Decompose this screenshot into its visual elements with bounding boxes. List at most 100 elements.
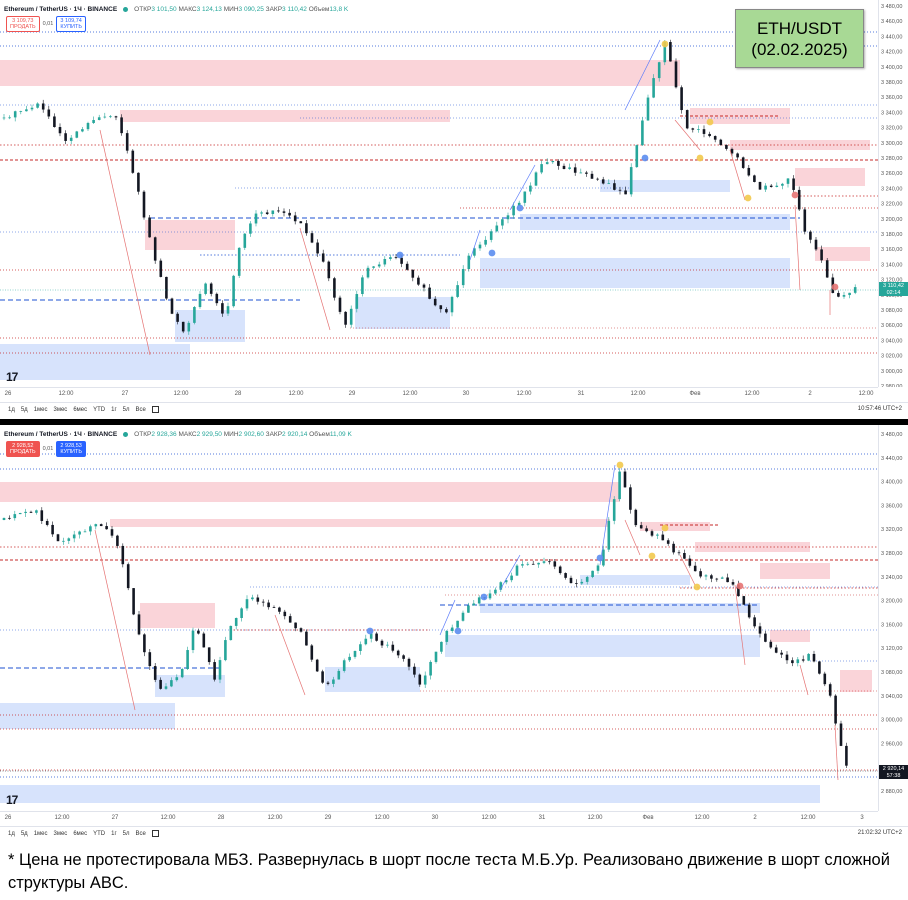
candle-bull xyxy=(512,205,515,216)
timeframe-button[interactable]: 1г xyxy=(111,406,117,413)
candle-bull xyxy=(25,109,28,112)
price-tick-label: 3 320,00 xyxy=(881,527,902,533)
candle-bull xyxy=(224,640,227,661)
candle-bear xyxy=(272,607,276,608)
structure-arrow xyxy=(794,204,801,291)
candle-bull xyxy=(353,650,357,657)
price-tick-label: 3 060,00 xyxy=(881,323,902,329)
timeframe-button[interactable]: 6мес xyxy=(73,830,88,837)
panel-divider xyxy=(0,419,908,425)
candle-bear xyxy=(691,128,695,130)
candle-bear xyxy=(375,633,378,641)
candle-bear xyxy=(439,305,443,310)
price-tick-label: 3 360,00 xyxy=(881,503,902,509)
candle-bull xyxy=(488,593,492,599)
timeframe-button[interactable]: 1д xyxy=(8,830,15,837)
timeframe-button[interactable]: 5д xyxy=(20,830,28,837)
tradingview-logo-icon[interactable]: 17 xyxy=(6,793,18,807)
structure-arrow xyxy=(624,39,661,111)
utc-clock[interactable]: 10:57:46 UTC+2 xyxy=(857,406,902,412)
structure-arrow xyxy=(439,599,456,636)
chart-panel-top[interactable]: 3 480,00 3 460,00 3 440,00 3 420,00 3 400,00… xyxy=(0,0,908,419)
candle-bear xyxy=(590,173,594,179)
candle-bull xyxy=(537,562,540,565)
point-marker xyxy=(831,283,839,291)
spread-value: 0,01 xyxy=(42,21,54,27)
candle-bear xyxy=(29,511,33,513)
price-tick-label: 3 460,00 xyxy=(881,19,902,25)
time-tick-label: 12:00 xyxy=(744,391,760,397)
time-tick-label: 12:00 xyxy=(516,391,532,397)
sell-button[interactable]: 2 928,52 ПРОДАТЬ xyxy=(6,441,40,457)
timeframe-button[interactable]: YTD xyxy=(93,406,106,413)
candle-bear xyxy=(41,103,45,110)
candle-bear xyxy=(708,133,711,137)
time-tick-label: 12:00 xyxy=(374,815,390,821)
candle-bear xyxy=(445,309,448,313)
timeframe-button[interactable]: 1мес xyxy=(33,830,48,837)
timeframe-button[interactable]: 1д xyxy=(8,406,15,413)
candle-bear xyxy=(820,249,823,261)
supply-zone xyxy=(760,563,830,579)
timeframe-button[interactable]: 3мес xyxy=(53,830,68,837)
candle-bear xyxy=(380,640,384,646)
candle-bear xyxy=(137,172,140,192)
candle-bear xyxy=(785,654,789,661)
candle-bear xyxy=(316,242,319,254)
price-tick-label: 3 120,00 xyxy=(881,278,902,284)
candle-bull xyxy=(764,185,767,190)
candle-bear xyxy=(731,582,735,585)
timeframe-button[interactable]: YTD xyxy=(93,830,106,837)
calendar-icon[interactable] xyxy=(151,406,159,413)
point-marker xyxy=(648,552,656,560)
candle-bull xyxy=(75,131,79,138)
demand-zone xyxy=(0,703,175,729)
candle-bear xyxy=(8,517,11,519)
utc-clock[interactable]: 21:02:32 UTC+2 xyxy=(857,830,902,836)
candle-bear xyxy=(719,139,723,145)
candle-bear xyxy=(575,583,578,584)
candle-bull xyxy=(62,540,65,542)
demand-zone xyxy=(0,785,820,803)
timeframe-button[interactable]: 5л xyxy=(122,406,130,413)
timeframe-button[interactable]: 1г xyxy=(111,830,117,837)
candle-bull xyxy=(36,103,39,108)
candle-bull xyxy=(18,512,22,515)
timeframe-button[interactable]: Все xyxy=(135,830,146,837)
symbol-title[interactable]: Ethereum / TetherUS · 1Ч · BINANCE xyxy=(4,6,118,13)
point-marker xyxy=(480,593,488,601)
candle-bear xyxy=(333,278,336,298)
calendar-icon[interactable] xyxy=(151,830,159,837)
candle-bull xyxy=(848,292,851,296)
time-tick-label: 30 xyxy=(462,391,470,397)
timeframe-button[interactable]: 5л xyxy=(122,830,130,837)
buy-button[interactable]: 2 928,53 КУПИТЬ xyxy=(56,441,86,457)
candle-bear xyxy=(702,129,706,134)
candle-bull xyxy=(193,307,196,323)
candle-bull xyxy=(663,42,667,63)
price-chart[interactable] xyxy=(0,0,878,387)
candle-bear xyxy=(209,283,213,294)
timeframe-button[interactable]: 1мес xyxy=(33,406,48,413)
symbol-title[interactable]: Ethereum / TetherUS · 1Ч · BINANCE xyxy=(4,431,118,438)
candle-bull xyxy=(478,244,482,249)
candle-bear xyxy=(562,165,566,169)
candle-bull xyxy=(92,119,95,123)
timeframe-button[interactable]: Все xyxy=(135,406,146,413)
time-axis[interactable]: 26 12:00 27 12:00 28 12:00 29 12:00 30 12:00 31 12:… xyxy=(0,387,878,401)
price-axis[interactable]: 3 480,00 3 440,00 3 400,00 3 360,00 3 320,00… xyxy=(878,425,908,811)
tradingview-logo-icon[interactable]: 17 xyxy=(6,370,18,384)
candle-bear xyxy=(792,178,795,190)
price-chart[interactable] xyxy=(0,425,878,811)
sell-button[interactable]: 3 109,73 ПРОДАТЬ xyxy=(6,16,40,32)
time-axis[interactable]: 26 12:00 27 12:00 28 12:00 29 12:00 30 12:00 31 12:… xyxy=(0,811,878,825)
point-marker xyxy=(661,524,669,532)
timeframe-button[interactable]: 3мес xyxy=(53,406,68,413)
chart-panel-bottom[interactable]: 3 480,00 3 440,00 3 400,00 3 360,00 3 320,00… xyxy=(0,425,908,843)
timeframe-button[interactable]: 6мес xyxy=(73,406,88,413)
buy-button[interactable]: 3 109,74 КУПИТЬ xyxy=(56,16,86,32)
price-axis[interactable]: 3 480,00 3 460,00 3 440,00 3 420,00 3 400,00… xyxy=(878,0,908,387)
timeframe-button[interactable]: 5д xyxy=(20,406,28,413)
time-tick-label: 12:00 xyxy=(858,391,874,397)
candle-bull xyxy=(361,277,364,295)
